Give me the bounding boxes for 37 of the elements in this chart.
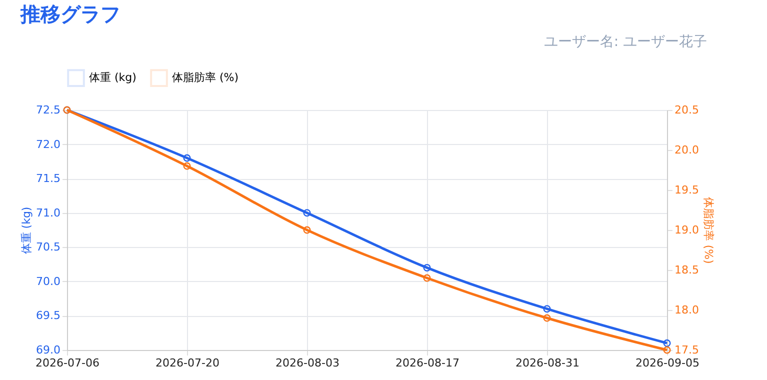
y2-tick-label: 18.5 (674, 264, 699, 276)
y2-tick-label: 20.5 (674, 104, 699, 116)
point (423, 264, 431, 272)
legend-label: 体重 (kg) (89, 71, 136, 84)
x-tick-label: 2026-08-17 (396, 356, 460, 370)
point (423, 274, 431, 282)
x-tick-label: 2026-07-06 (36, 356, 100, 370)
point (183, 154, 191, 162)
point (543, 314, 551, 322)
y2-tick-label: 19.0 (674, 224, 699, 236)
y2-tick-label: 18.0 (674, 304, 699, 316)
y2-tick-label: 19.5 (674, 184, 699, 196)
point (183, 162, 191, 170)
text: ユーザー名: ユーザー花子 (544, 34, 707, 50)
x-tick-label: 2026-09-05 (636, 356, 700, 370)
x-tick-label: 2026-08-31 (516, 356, 580, 370)
y-tick-label: 71.0 (36, 206, 60, 220)
y-axis-title: 体重 (kg) (20, 206, 34, 254)
point (663, 346, 671, 354)
y-tick-label: 69.5 (36, 309, 60, 322)
point (303, 209, 311, 217)
chart-title: 推移グラフ (20, 2, 121, 26)
point (663, 339, 671, 347)
x-tick-label: 2026-08-03 (276, 356, 340, 370)
y-tick-label: 70.0 (36, 274, 60, 288)
x-tick-label: 2026-07-20 (156, 356, 220, 370)
point (543, 305, 551, 313)
y2-tick-label: 20.0 (674, 144, 699, 156)
y-tick-label: 72.5 (36, 104, 60, 116)
y-tick-label: 70.5 (36, 240, 60, 254)
y2-axis-title: 体脂肪率 (%) (702, 197, 715, 264)
y-tick-label: 71.5 (36, 172, 60, 186)
y-tick-label: 69.0 (36, 344, 60, 356)
y-tick-label: 72.0 (36, 138, 60, 151)
y2-tick-label: 17.5 (674, 344, 699, 356)
point (303, 226, 311, 234)
legend-label: 体脂肪率 (%) (172, 71, 239, 84)
